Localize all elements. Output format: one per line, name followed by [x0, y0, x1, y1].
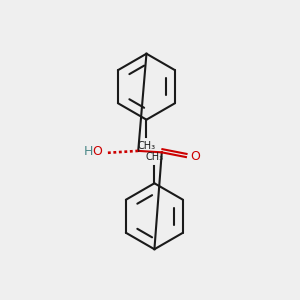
Text: CH₃: CH₃	[137, 141, 155, 151]
Text: O: O	[190, 150, 200, 163]
Text: H: H	[83, 145, 93, 158]
Text: CH₃: CH₃	[146, 152, 164, 162]
Text: O: O	[92, 145, 102, 158]
